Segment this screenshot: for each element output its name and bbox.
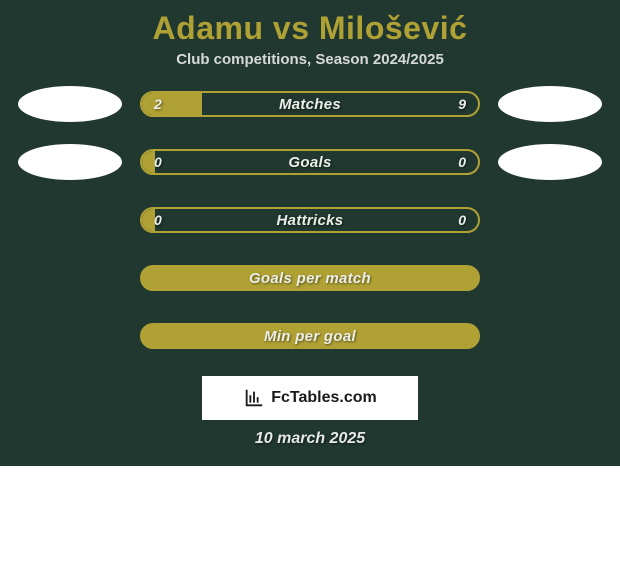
stat-label: Goals per match (142, 267, 478, 289)
player-left-avatar (18, 86, 122, 122)
brand-text: FcTables.com (271, 389, 377, 407)
stat-bar-bg: 00Goals (140, 149, 480, 175)
comparison-card: Adamu vs Milošević Club competitions, Se… (0, 0, 620, 466)
stat-bar-bg: Min per goal (140, 323, 480, 349)
avatar-spacer (498, 318, 602, 354)
stat-row: Goals per match (0, 260, 620, 296)
stat-label: Goals (142, 151, 478, 173)
stat-label: Matches (142, 93, 478, 115)
avatar-spacer (18, 260, 122, 296)
avatar-spacer (18, 202, 122, 238)
stat-bar: 00Hattricks (140, 207, 480, 233)
stat-bar: Min per goal (140, 323, 480, 349)
stat-bar-bg: Goals per match (140, 265, 480, 291)
stat-bar-bg: 29Matches (140, 91, 480, 117)
player-left-avatar (18, 144, 122, 180)
stat-row: 29Matches (0, 86, 620, 122)
stat-row: 00Hattricks (0, 202, 620, 238)
avatar-spacer (498, 260, 602, 296)
stat-label: Min per goal (142, 325, 478, 347)
player-right-avatar (498, 144, 602, 180)
brand-chart-icon (243, 387, 265, 409)
stat-row: 00Goals (0, 144, 620, 180)
stat-label: Hattricks (142, 209, 478, 231)
avatar-spacer (18, 318, 122, 354)
stat-row: Min per goal (0, 318, 620, 354)
player-right-avatar (498, 86, 602, 122)
stat-bar: 29Matches (140, 91, 480, 117)
stat-rows: 29Matches 00Goals 00Hattricks Goals per mat… (0, 86, 620, 354)
stat-bar: 00Goals (140, 149, 480, 175)
stat-bar: Goals per match (140, 265, 480, 291)
brand-badge[interactable]: FcTables.com (202, 376, 418, 420)
date-stamp: 10 march 2025 (0, 430, 620, 448)
subtitle: Club competitions, Season 2024/2025 (0, 51, 620, 86)
avatar-spacer (498, 202, 602, 238)
page-title: Adamu vs Milošević (0, 0, 620, 51)
stat-bar-bg: 00Hattricks (140, 207, 480, 233)
